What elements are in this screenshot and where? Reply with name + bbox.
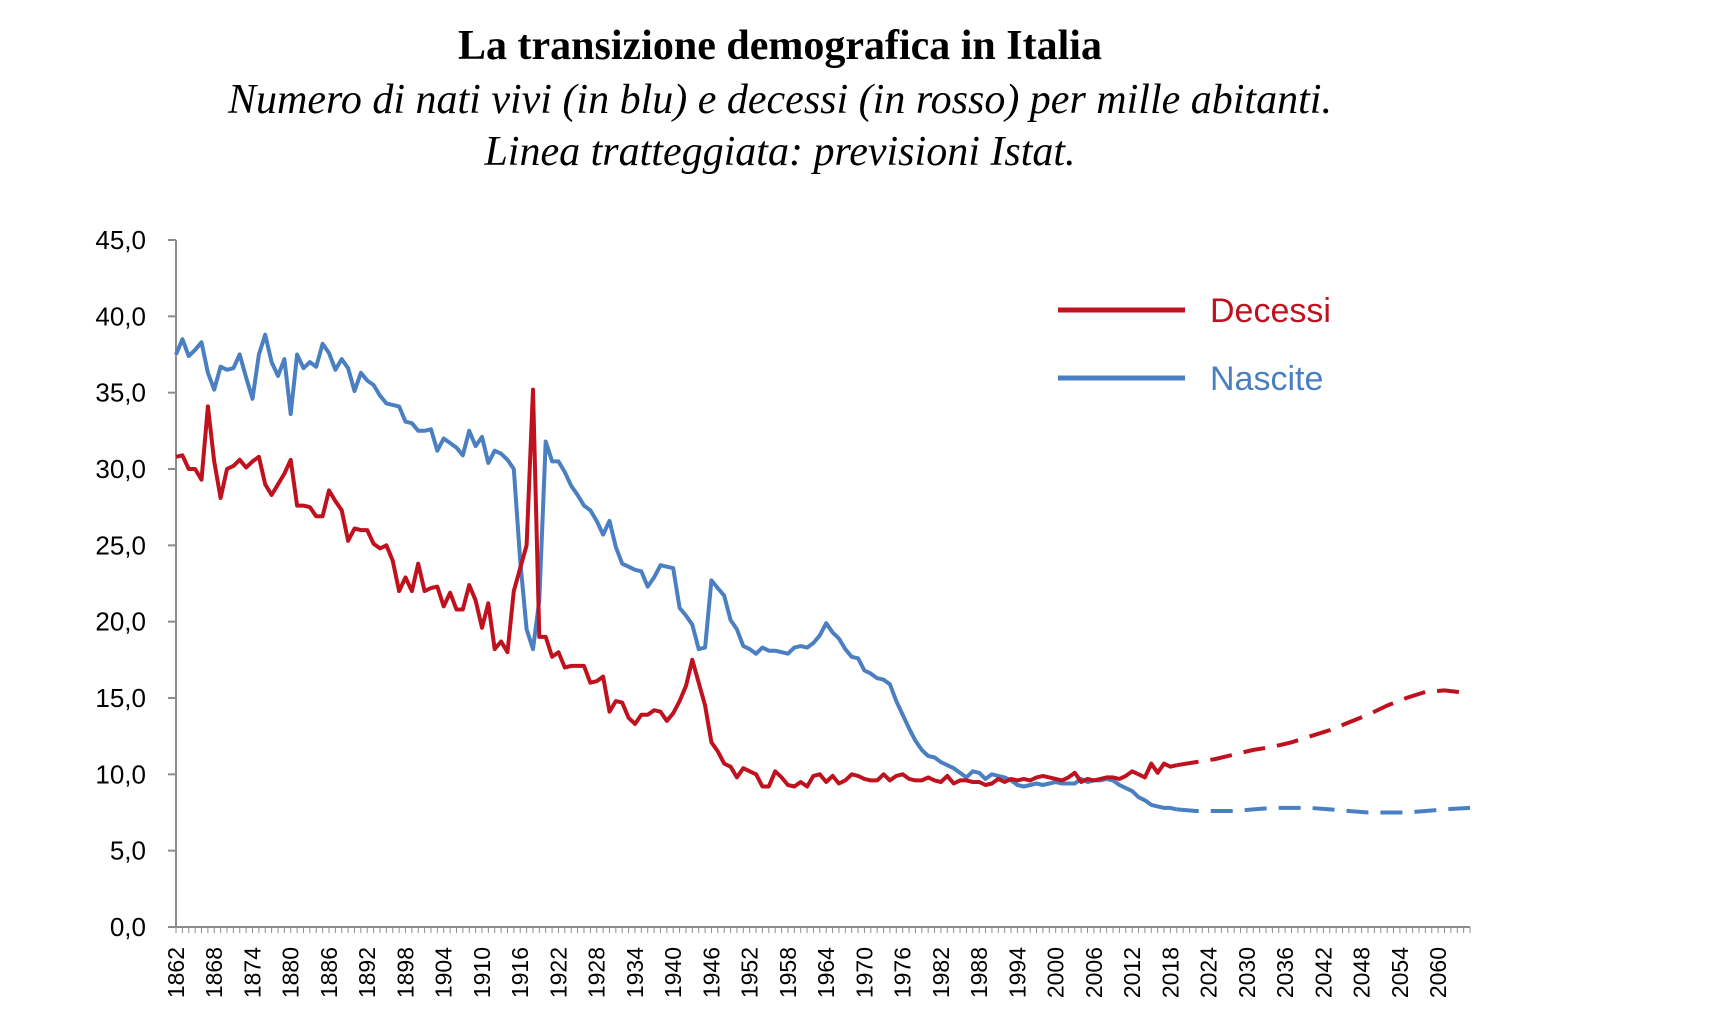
x-tick-label: 2006: [1081, 947, 1107, 998]
x-tick-label: 1892: [354, 947, 380, 998]
y-tick-label: 5,0: [110, 836, 146, 866]
y-tick-label: 20,0: [95, 607, 146, 637]
x-tick-label: 1904: [431, 947, 457, 998]
y-tick-label: 15,0: [95, 683, 146, 713]
series-nascite-projection-line: [1176, 805, 1471, 815]
chart-subtitle-line-1: Numero di nati vivi (in blu) e decessi (…: [228, 77, 1332, 123]
x-tick-label: 1916: [507, 947, 533, 998]
x-tick-label: 1976: [890, 947, 916, 998]
x-tick-label: 2054: [1387, 947, 1413, 998]
x-tick-label: 1970: [851, 947, 877, 998]
x-tick-label: 1958: [775, 947, 801, 998]
x-tick-label: 2018: [1157, 947, 1183, 998]
series-decessi-projection-line: [1176, 688, 1471, 768]
x-tick-label: 2036: [1272, 947, 1298, 998]
y-tick-label: 25,0: [95, 530, 146, 560]
x-tick-label: 1934: [622, 947, 648, 998]
x-tick-label: 1946: [698, 947, 724, 998]
x-tick-label: 2024: [1196, 947, 1222, 998]
legend-label-nascite: Nascite: [1210, 360, 1323, 398]
x-tick-label: 1964: [813, 947, 839, 998]
x-tick-label: 1862: [163, 947, 189, 998]
x-tick-label: 1952: [737, 947, 763, 998]
x-tick-label: 1868: [201, 947, 227, 998]
x-tick-label: 1940: [660, 947, 686, 998]
series-nascite-line: [174, 332, 1178, 812]
series-decessi-line: [175, 387, 1178, 789]
y-tick-label: 30,0: [95, 454, 146, 484]
x-tick-label: 1982: [928, 947, 954, 998]
x-tick-label: 2060: [1425, 947, 1451, 998]
y-tick-label: 40,0: [95, 301, 146, 331]
y-tick-label: 45,0: [95, 225, 146, 255]
y-tick-label: 10,0: [95, 759, 146, 789]
y-tick-label: 0,0: [110, 912, 146, 942]
x-tick-label: 1886: [316, 947, 342, 998]
x-tick-label: 2030: [1234, 947, 1260, 998]
chart-subtitle-line-2: Linea tratteggiata: previsioni Istat.: [484, 129, 1076, 175]
x-tick-label: 1928: [584, 947, 610, 998]
x-tick-label: 1880: [278, 947, 304, 998]
chart-title: La transizione demografica in Italia: [458, 23, 1102, 69]
legend-label-decessi: Decessi: [1210, 292, 1331, 330]
x-tick-label: 1988: [966, 947, 992, 998]
x-tick-label: 1922: [545, 947, 571, 998]
x-tick-label: 2042: [1310, 947, 1336, 998]
x-tick-label: 2012: [1119, 947, 1145, 998]
x-tick-label: 1874: [239, 947, 265, 998]
x-tick-label: 2000: [1043, 947, 1069, 998]
x-tick-label: 2048: [1349, 947, 1375, 998]
x-tick-label: 1910: [469, 947, 495, 998]
y-tick-label: 35,0: [95, 378, 146, 408]
x-tick-label: 1994: [1004, 947, 1030, 998]
x-tick-label: 1898: [392, 947, 418, 998]
